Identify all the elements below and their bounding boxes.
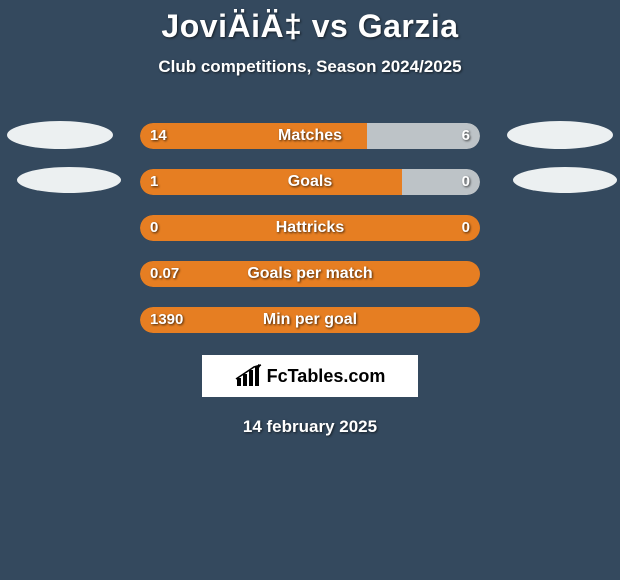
stat-row: 0.07 Goals per match	[0, 261, 620, 287]
avatar-placeholder-left	[17, 167, 121, 193]
avatar-placeholder-right	[513, 167, 617, 193]
date-label: 14 february 2025	[0, 417, 620, 437]
stat-label: Hattricks	[140, 215, 480, 241]
stat-row: 1 Goals 0	[0, 169, 620, 195]
comparison-rows: 14 Matches 6 1 Goals 0 0 Ha	[0, 123, 620, 333]
bar-track: 0 Hattricks 0	[140, 215, 480, 241]
page-subtitle: Club competitions, Season 2024/2025	[0, 57, 620, 77]
avatar-placeholder-right	[507, 121, 613, 149]
stat-label: Min per goal	[140, 307, 480, 333]
page-title: JoviÄiÄ‡ vs Garzia	[0, 8, 620, 45]
stat-row: 0 Hattricks 0	[0, 215, 620, 241]
comparison-widget: JoviÄiÄ‡ vs Garzia Club competitions, Se…	[0, 0, 620, 437]
avatar-placeholder-left	[7, 121, 113, 149]
value-right: 0	[462, 215, 470, 241]
bar-track: 1390 Min per goal	[140, 307, 480, 333]
fctables-label: FcTables.com	[267, 366, 386, 387]
fctables-badge[interactable]: FcTables.com	[202, 355, 418, 397]
stat-label: Goals per match	[140, 261, 480, 287]
stat-label: Goals	[140, 169, 480, 195]
bar-track: 1 Goals 0	[140, 169, 480, 195]
stat-row: 14 Matches 6	[0, 123, 620, 149]
bar-track: 14 Matches 6	[140, 123, 480, 149]
bar-track: 0.07 Goals per match	[140, 261, 480, 287]
stat-label: Matches	[140, 123, 480, 149]
stat-row: 1390 Min per goal	[0, 307, 620, 333]
value-right: 0	[462, 169, 470, 195]
value-right: 6	[462, 123, 470, 149]
bar-chart-icon	[235, 364, 265, 388]
